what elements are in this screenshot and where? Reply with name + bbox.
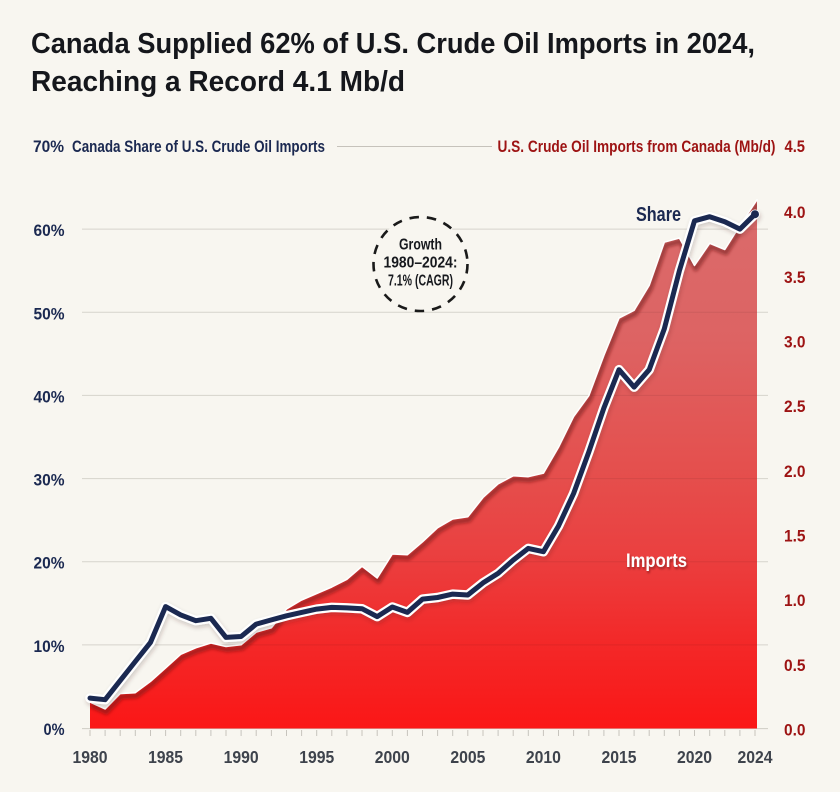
svg-text:Reaching a Record 4.1 Mb/d: Reaching a Record 4.1 Mb/d — [31, 66, 405, 98]
svg-text:50%: 50% — [34, 304, 65, 323]
svg-text:0%: 0% — [44, 720, 65, 739]
svg-text:7.1% (CAGR): 7.1% (CAGR) — [388, 273, 453, 290]
svg-text:Growth: Growth — [399, 237, 442, 254]
svg-text:4.0: 4.0 — [784, 203, 806, 222]
svg-text:Canada Share of U.S. Crude Oil: Canada Share of U.S. Crude Oil Imports — [72, 138, 325, 156]
svg-text:1980–2024:: 1980–2024: — [384, 255, 458, 272]
svg-text:60%: 60% — [34, 221, 65, 240]
svg-text:1990: 1990 — [224, 747, 259, 767]
svg-text:1985: 1985 — [148, 747, 183, 767]
svg-text:10%: 10% — [34, 637, 65, 656]
svg-text:2000: 2000 — [375, 747, 410, 767]
svg-text:3.5: 3.5 — [784, 268, 806, 287]
svg-text:Canada Supplied 62% of U.S. Cr: Canada Supplied 62% of U.S. Crude Oil Im… — [31, 28, 755, 60]
svg-text:U.S. Crude Oil Imports from Ca: U.S. Crude Oil Imports from Canada (Mb/d… — [498, 138, 776, 156]
svg-text:2024: 2024 — [738, 747, 773, 767]
svg-text:Imports: Imports — [626, 551, 687, 572]
svg-text:2015: 2015 — [601, 747, 636, 767]
svg-text:2.0: 2.0 — [784, 462, 806, 481]
svg-text:0.0: 0.0 — [784, 721, 806, 740]
svg-text:70%: 70% — [33, 138, 64, 156]
svg-text:2005: 2005 — [450, 747, 485, 767]
svg-text:20%: 20% — [34, 554, 65, 573]
svg-text:1.5: 1.5 — [784, 527, 806, 546]
svg-text:2020: 2020 — [677, 747, 712, 767]
svg-text:2010: 2010 — [526, 747, 561, 767]
svg-text:1995: 1995 — [299, 747, 334, 767]
svg-text:40%: 40% — [34, 387, 65, 406]
svg-text:0.5: 0.5 — [784, 656, 806, 675]
svg-text:4.5: 4.5 — [785, 138, 806, 156]
svg-text:2.5: 2.5 — [784, 397, 806, 416]
svg-text:3.0: 3.0 — [784, 333, 806, 352]
svg-text:30%: 30% — [34, 471, 65, 490]
svg-text:1980: 1980 — [73, 747, 108, 767]
svg-text:1.0: 1.0 — [784, 591, 806, 610]
svg-text:Share: Share — [636, 204, 681, 226]
